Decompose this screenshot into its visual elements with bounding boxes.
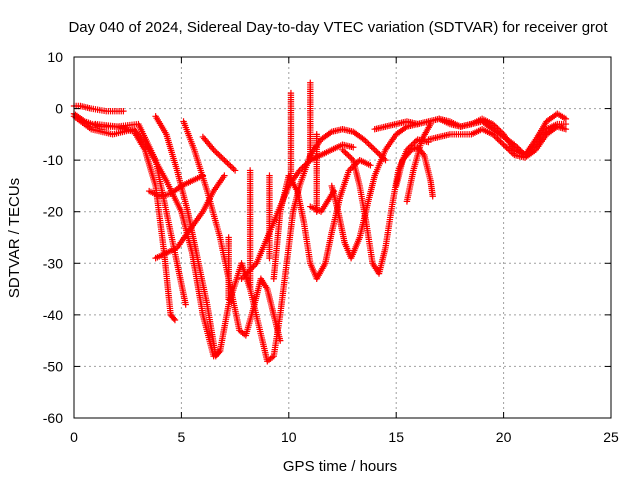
data-point-marker (366, 142, 374, 149)
data-point-marker (345, 152, 352, 159)
data-point-marker (225, 296, 232, 303)
series-track-t (435, 110, 570, 159)
x-tick-label: 0 (70, 429, 78, 445)
data-point-marker (221, 172, 228, 179)
data-point-marker (373, 148, 380, 155)
y-tick-label: -30 (43, 255, 63, 271)
data-point-marker (429, 193, 436, 200)
data-point-marker (225, 161, 233, 168)
data-point-marker (495, 137, 503, 144)
data-point-marker (215, 151, 222, 158)
data-point-marker (224, 159, 231, 167)
series-track-i (199, 133, 239, 174)
x-tick-label: 25 (603, 429, 619, 445)
data-point-marker (266, 254, 273, 262)
data-point-marker (227, 162, 234, 170)
data-point-marker (500, 141, 507, 148)
data-point-marker (371, 146, 378, 154)
data-point-marker (498, 139, 506, 147)
data-point-marker (238, 275, 245, 282)
data-point-marker (497, 138, 504, 145)
data-point-marker (277, 337, 284, 344)
data-point-marker (562, 115, 570, 123)
chart-title: Day 040 of 2024, Sidereal Day-to-day VTE… (68, 19, 608, 36)
data-point-marker (562, 126, 570, 133)
x-tick-label: 5 (178, 429, 186, 445)
data-point-marker (350, 144, 357, 151)
series-spike-5 (225, 234, 232, 303)
series-spike-2 (307, 79, 314, 164)
series-track-d (92, 120, 189, 308)
series-spike-1 (287, 89, 295, 179)
data-point-marker (365, 140, 372, 148)
data-point-marker (182, 301, 189, 308)
y-axis-label: SDTVAR / TECUs (6, 178, 23, 298)
y-tick-label: -20 (43, 204, 63, 220)
series-track-l (270, 172, 292, 282)
series-track-h (180, 118, 284, 344)
data-point-marker (218, 153, 225, 161)
data-point-marker (287, 172, 295, 179)
data-point-marker (228, 164, 236, 171)
data-point-marker (216, 152, 223, 159)
data-point-marker (120, 107, 127, 115)
data-point-marker (221, 156, 228, 164)
data-point-marker (215, 349, 223, 356)
data-point-marker (342, 149, 349, 156)
axis-ticks (73, 56, 612, 419)
data-point-marker (219, 155, 227, 162)
x-axis-label: GPS time / hours (283, 458, 397, 475)
series-track-e (145, 172, 207, 200)
series-spike-3 (313, 131, 320, 215)
data-point-marker (374, 149, 381, 156)
y-tick-label: 0 (55, 101, 63, 117)
data-series (70, 79, 570, 365)
plot-frame (73, 56, 612, 419)
data-point-marker (231, 167, 239, 174)
data-point-marker (367, 162, 374, 169)
y-tick-label: -60 (43, 410, 63, 426)
x-tick-label: 10 (281, 429, 297, 445)
series-spike-4 (266, 172, 273, 262)
data-point-marker (170, 315, 178, 322)
data-point-marker (343, 151, 351, 158)
data-point-marker (346, 153, 354, 161)
data-point-marker (211, 148, 219, 155)
y-tick-label: -10 (43, 152, 63, 168)
data-point-marker (369, 145, 377, 152)
data-point-marker (171, 316, 179, 324)
data-point-marker (216, 347, 224, 355)
x-tick-label: 15 (388, 429, 404, 445)
data-point-marker (503, 144, 510, 151)
data-point-marker (222, 158, 230, 165)
data-point-marker (250, 263, 257, 270)
data-point-marker (246, 285, 254, 293)
data-point-marker (313, 208, 320, 215)
series-track-p (393, 144, 436, 200)
y-tick-label: -50 (43, 358, 63, 374)
series-spike-6 (246, 167, 254, 293)
y-tick-label: -40 (43, 307, 63, 323)
y-tick-label: 10 (47, 49, 63, 65)
y-tick-labels: 10 0 -10 -20 -30 -40 -50 -60 (43, 49, 63, 426)
data-point-marker (363, 139, 371, 146)
data-point-marker (501, 142, 509, 150)
series-track-b (70, 110, 179, 324)
data-point-marker (230, 165, 237, 173)
x-tick-label: 20 (496, 429, 512, 445)
data-point-marker (213, 149, 220, 156)
x-tick-labels: 0 5 10 15 20 25 (70, 429, 619, 445)
data-point-marker (368, 143, 375, 151)
data-point-marker (340, 148, 348, 155)
data-point-marker (494, 135, 501, 142)
series-track-g (152, 113, 224, 360)
data-point-marker (307, 156, 314, 164)
